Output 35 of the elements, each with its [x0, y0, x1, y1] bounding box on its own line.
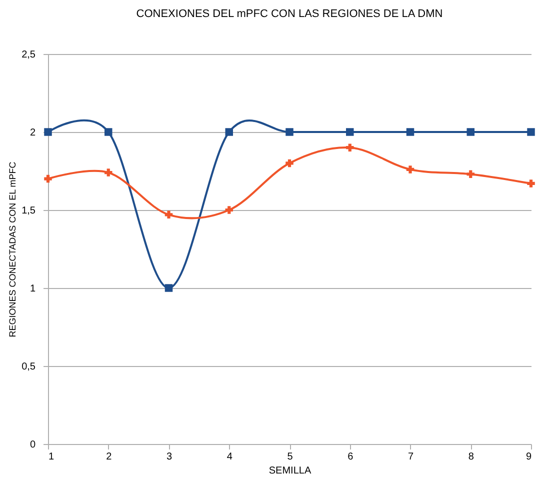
x-axis-title: SEMILLA — [268, 466, 312, 476]
y-tick-label: 0,5 — [22, 362, 36, 372]
point — [406, 166, 414, 174]
point — [527, 128, 535, 136]
point — [286, 159, 294, 168]
x-tick-label: 8 — [468, 452, 474, 462]
point — [346, 128, 354, 136]
point — [286, 128, 294, 136]
x-tick-label: 3 — [166, 452, 172, 462]
point — [164, 210, 173, 219]
x-tick-label: 2 — [106, 452, 112, 462]
point — [225, 128, 233, 136]
chart-title: CONEXIONES DEL mPFC CON LAS REGIONES DE LA DMN — [136, 8, 443, 20]
point — [104, 128, 112, 136]
y-tick-label: 1,5 — [22, 206, 36, 216]
y-tick-label: 2,5 — [22, 50, 36, 60]
point — [466, 128, 474, 136]
point — [44, 174, 52, 183]
point — [527, 180, 535, 188]
point — [466, 170, 474, 178]
x-tick-label: 4 — [226, 452, 233, 462]
x-tick-label: 9 — [526, 452, 532, 462]
x-tick-label: 5 — [287, 452, 294, 462]
x-tick-label: 6 — [348, 452, 354, 462]
y-tick-label: 1 — [30, 284, 36, 294]
x-tick-label: 7 — [408, 452, 414, 462]
point — [346, 144, 354, 152]
y-tick-label: 2 — [30, 128, 36, 138]
y-tick-label: 0 — [30, 440, 36, 450]
point — [104, 168, 112, 176]
y-axis-title: REGIONES CONECTADAS CON EL mPFC — [8, 161, 18, 338]
point — [164, 284, 173, 292]
x-tick-label: 1 — [48, 452, 54, 462]
point — [406, 128, 414, 136]
point — [225, 206, 233, 214]
